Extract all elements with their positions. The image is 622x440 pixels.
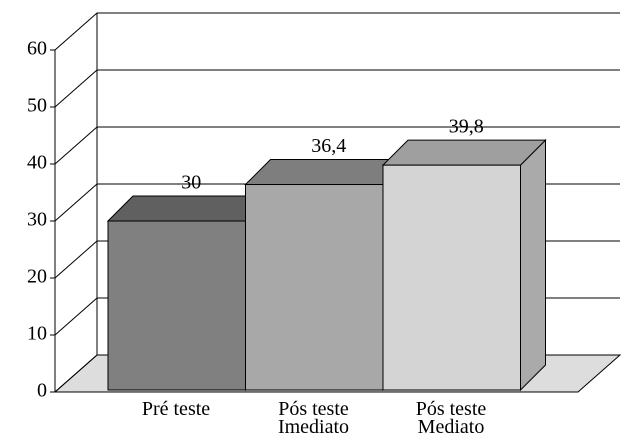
x-tick-label: Pré teste bbox=[141, 398, 211, 420]
grid-line bbox=[54, 126, 620, 165]
grid-line bbox=[54, 69, 620, 108]
y-tick-label: 10 bbox=[27, 323, 47, 345]
y-tick-label: 30 bbox=[27, 209, 47, 231]
bar bbox=[245, 184, 384, 391]
bar-side bbox=[520, 138, 546, 392]
y-tick-label: 50 bbox=[27, 95, 47, 117]
bar bbox=[382, 164, 521, 391]
y-tick-label: 40 bbox=[27, 152, 47, 174]
value-label: 30 bbox=[181, 172, 201, 194]
y-tick-label: 0 bbox=[37, 380, 47, 402]
value-label: 39,8 bbox=[449, 116, 484, 138]
x-tick-label: Pós teste Mediato bbox=[415, 398, 487, 438]
bar bbox=[107, 220, 246, 391]
grid-line bbox=[54, 12, 620, 51]
x-tick-label: Pós teste Imediato bbox=[277, 398, 350, 438]
bar-top bbox=[381, 139, 547, 166]
value-label: 36,4 bbox=[311, 135, 346, 157]
y-tick-label: 60 bbox=[27, 38, 47, 60]
y-tick-label: 20 bbox=[27, 266, 47, 288]
